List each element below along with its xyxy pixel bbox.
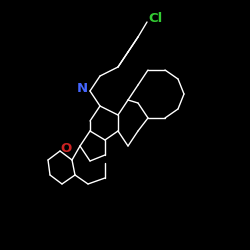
Text: O: O xyxy=(60,142,71,154)
Text: N: N xyxy=(77,82,88,94)
Text: Cl: Cl xyxy=(148,12,162,24)
